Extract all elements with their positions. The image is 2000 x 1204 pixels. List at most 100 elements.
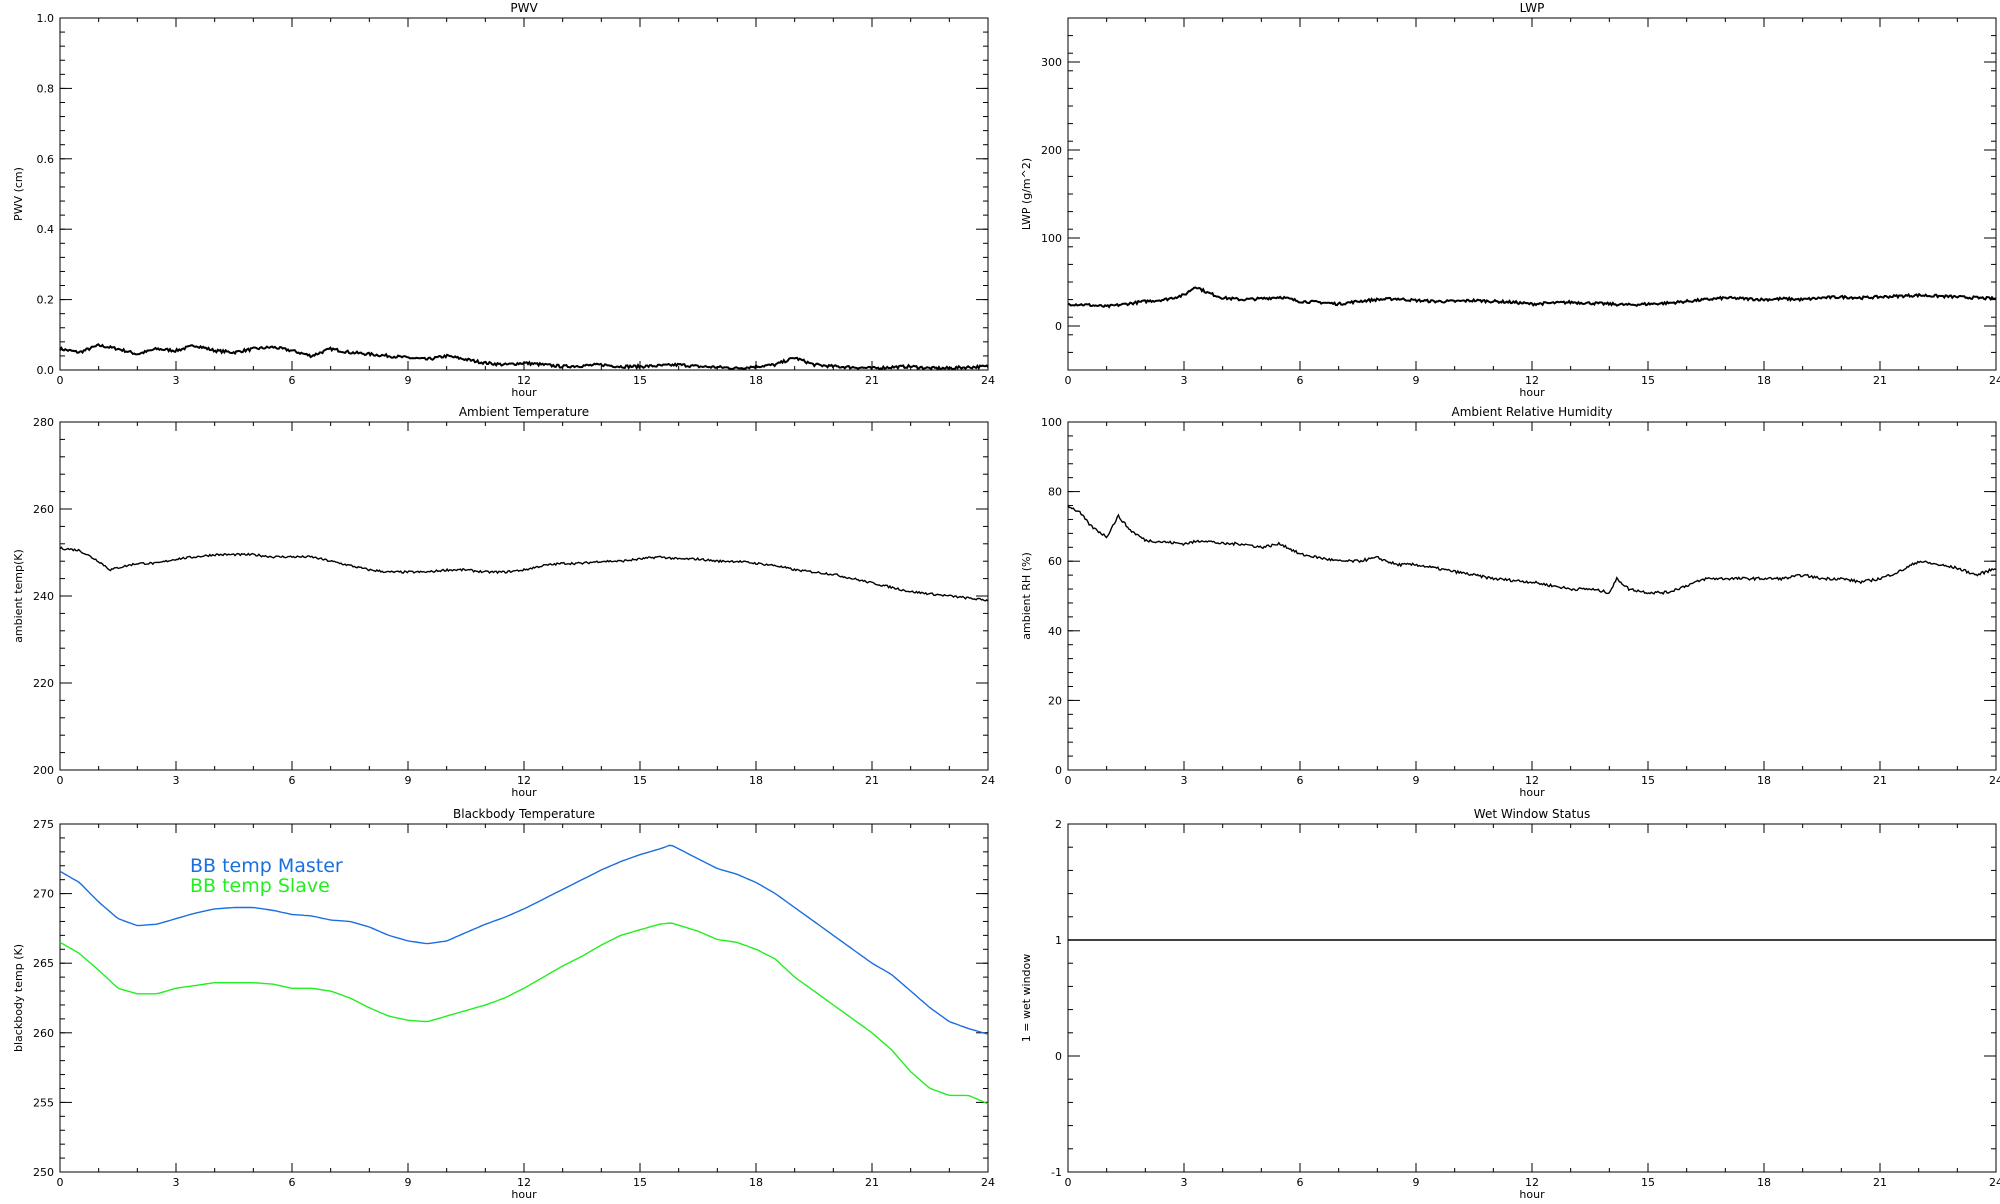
y-tick-label: 260 — [33, 503, 54, 516]
x-tick-label: 9 — [405, 374, 412, 387]
y-tick-label: 280 — [33, 416, 54, 429]
y-tick-label: 200 — [33, 764, 54, 777]
y-tick-label: 0.8 — [37, 82, 55, 95]
series-line-1 — [1067, 504, 1997, 596]
y-tick-label: 0.2 — [37, 294, 55, 307]
x-tick-label: 15 — [1641, 374, 1655, 387]
chart-title: LWP — [1520, 1, 1545, 15]
y-tick-label: 260 — [33, 1027, 54, 1040]
x-tick-label: 24 — [981, 774, 995, 787]
chart-title: Ambient Temperature — [459, 405, 589, 419]
y-axis-label: LWP (g/m^2) — [1020, 158, 1033, 230]
y-tick-label: 40 — [1048, 625, 1062, 638]
x-tick-label: 3 — [173, 1176, 180, 1189]
x-tick-label: 21 — [865, 774, 879, 787]
x-tick-label: 21 — [865, 1176, 879, 1189]
x-tick-label: 9 — [1413, 1176, 1420, 1189]
y-tick-label: 1 — [1055, 934, 1062, 947]
chart-title: Wet Window Status — [1474, 807, 1590, 821]
x-tick-label: 12 — [1525, 374, 1539, 387]
series-line-1 — [59, 844, 989, 1035]
x-tick-label: 12 — [517, 774, 531, 787]
y-axis-label: ambient temp(K) — [12, 549, 25, 643]
x-tick-label: 0 — [1065, 374, 1072, 387]
chart-panel-4: Ambient Relative Humidity hour ambient RH … — [1020, 405, 2000, 799]
series-line-1 — [1067, 286, 1997, 309]
chart-panel-6: Wet Window Status hour 1 = wet window 0 3 6 9 1… — [1020, 807, 2000, 1201]
y-tick-label: 100 — [1041, 232, 1062, 245]
y-tick-label: 0 — [1055, 1050, 1062, 1063]
x-tick-label: 9 — [1413, 374, 1420, 387]
y-axis-label: ambient RH (%) — [1020, 552, 1033, 640]
x-tick-label: 3 — [173, 774, 180, 787]
series-line-1 — [59, 343, 989, 371]
x-tick-label: 9 — [405, 1176, 412, 1189]
x-tick-label: 21 — [865, 374, 879, 387]
x-tick-label: 12 — [1525, 1176, 1539, 1189]
plot-frame — [1067, 17, 1997, 371]
x-tick-label: 0 — [57, 374, 64, 387]
chart-panel-5: Blackbody Temperature hour blackbody temp … — [12, 807, 995, 1201]
y-tick-label: 0.0 — [37, 364, 55, 377]
x-tick-label: 9 — [405, 774, 412, 787]
y-axis-label: blackbody temp (K) — [12, 944, 25, 1052]
y-tick-label: -1 — [1051, 1166, 1062, 1179]
chart-title: PWV — [510, 1, 538, 15]
y-tick-label: 265 — [33, 957, 54, 970]
x-tick-label: 24 — [981, 1176, 995, 1189]
x-tick-label: 21 — [1873, 1176, 1887, 1189]
x-tick-label: 15 — [1641, 774, 1655, 787]
plot-frame — [1067, 823, 1997, 1173]
y-tick-label: 0 — [1055, 764, 1062, 777]
x-tick-label: 15 — [633, 374, 647, 387]
y-tick-label: 275 — [33, 818, 54, 831]
y-tick-label: 80 — [1048, 486, 1062, 499]
x-axis-label: hour — [1519, 386, 1545, 399]
y-tick-label: 220 — [33, 677, 54, 690]
legend-entry: BB temp Master — [190, 855, 343, 877]
x-tick-label: 3 — [1181, 374, 1188, 387]
x-tick-label: 0 — [57, 774, 64, 787]
y-tick-label: 1.0 — [37, 12, 55, 25]
x-tick-label: 15 — [1641, 1176, 1655, 1189]
plot-frame — [59, 421, 989, 771]
chart-title: Ambient Relative Humidity — [1452, 405, 1613, 419]
x-tick-label: 18 — [749, 774, 763, 787]
x-axis-label: hour — [1519, 1188, 1545, 1200]
y-axis-label: PWV (cm) — [12, 167, 25, 221]
x-tick-label: 21 — [1873, 774, 1887, 787]
y-tick-label: 270 — [33, 888, 54, 901]
y-tick-label: 60 — [1048, 555, 1062, 568]
x-tick-label: 18 — [1757, 1176, 1771, 1189]
x-tick-label: 9 — [1413, 774, 1420, 787]
y-tick-label: 250 — [33, 1166, 54, 1179]
x-tick-label: 12 — [1525, 774, 1539, 787]
x-tick-label: 12 — [517, 374, 531, 387]
series-line-2 — [59, 922, 989, 1105]
y-tick-label: 2 — [1055, 818, 1062, 831]
x-axis-label: hour — [511, 786, 537, 799]
x-tick-label: 18 — [749, 1176, 763, 1189]
x-tick-label: 18 — [1757, 774, 1771, 787]
y-tick-label: 0.6 — [37, 153, 55, 166]
x-tick-label: 18 — [1757, 374, 1771, 387]
x-tick-label: 15 — [633, 1176, 647, 1189]
y-tick-label: 240 — [33, 590, 54, 603]
chart-panel-2: LWP hour LWP (g/m^2) 0 3 6 9 12 15 18 21 24 0 100 200 3… — [1020, 1, 2000, 399]
y-tick-label: 100 — [1041, 416, 1062, 429]
x-tick-label: 24 — [1989, 774, 2000, 787]
chart-panel-1: PWV hour PWV (cm) 0 3 6 9 12 15 18 21 24 0.0 0.2 0.4 0.… — [12, 1, 995, 399]
x-tick-label: 6 — [1297, 774, 1304, 787]
plot-frame — [59, 17, 989, 371]
series-line-1 — [59, 546, 989, 602]
x-tick-label: 3 — [1181, 774, 1188, 787]
x-tick-label: 6 — [289, 374, 296, 387]
y-tick-label: 300 — [1041, 56, 1062, 69]
x-tick-label: 3 — [1181, 1176, 1188, 1189]
x-axis-label: hour — [511, 386, 537, 399]
x-tick-label: 15 — [633, 774, 647, 787]
x-tick-label: 6 — [1297, 374, 1304, 387]
chart-panel-3: Ambient Temperature hour ambient temp(K) 0 3… — [12, 405, 995, 799]
